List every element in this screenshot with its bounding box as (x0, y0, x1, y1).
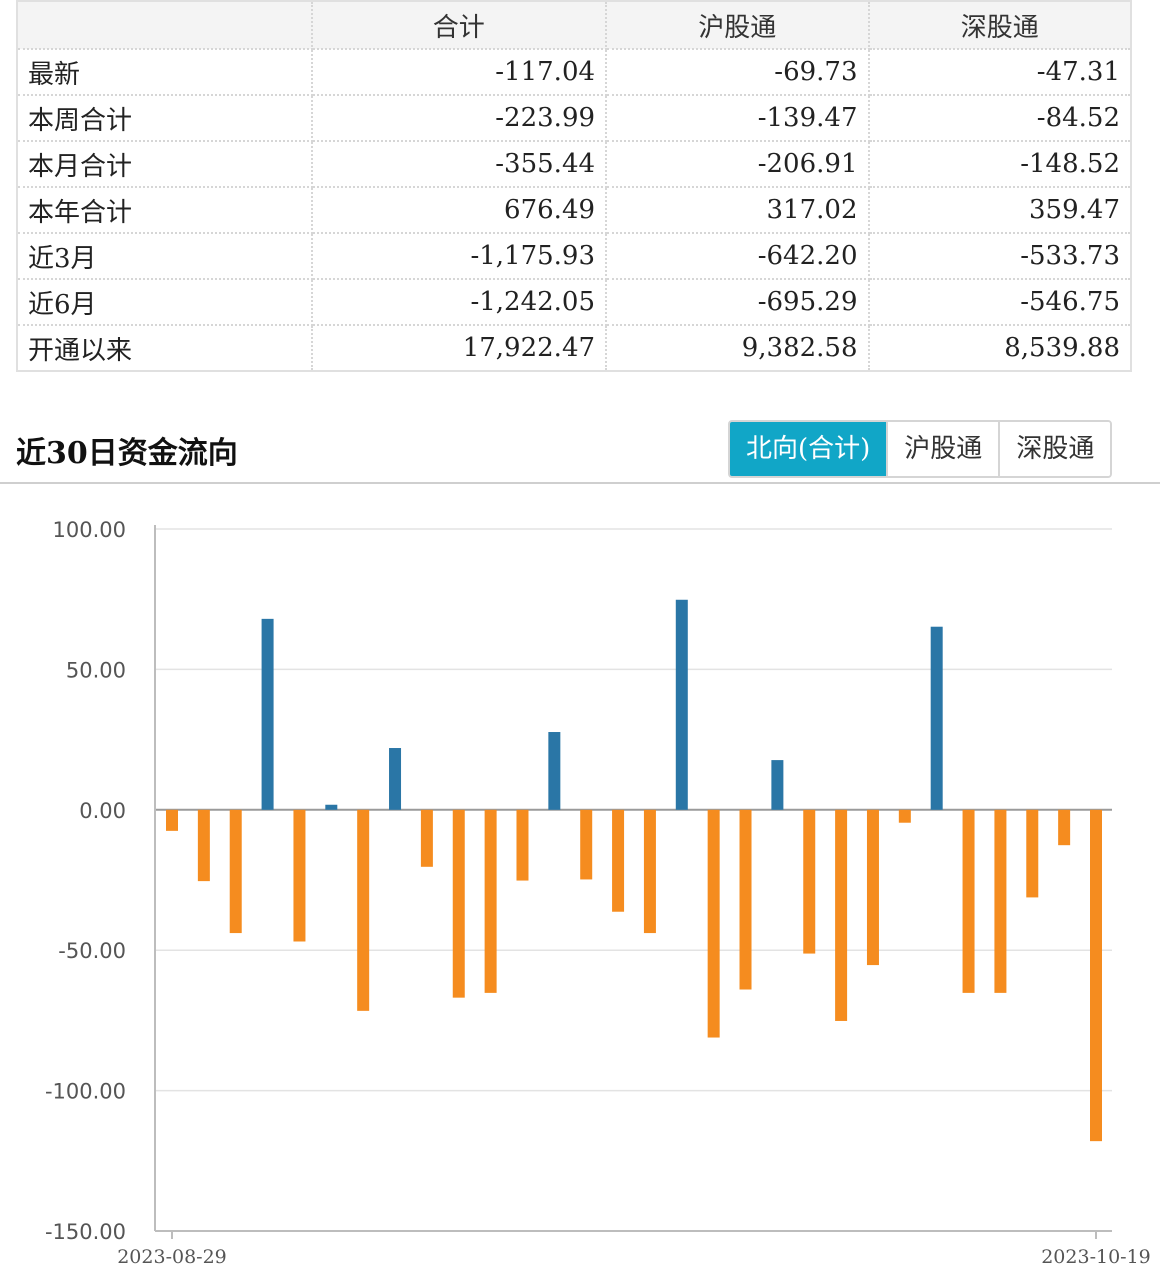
bar (580, 809, 593, 880)
row-label: 本周合计 (16, 94, 313, 142)
row-value: -206.91 (605, 140, 870, 188)
row-value: -695.29 (605, 278, 870, 326)
y-tick-label: 0.00 (79, 799, 126, 823)
section-divider (0, 482, 1160, 484)
row-value: -84.52 (867, 94, 1132, 142)
bar (548, 732, 561, 810)
tab-shanghai-connect[interactable]: 沪股通 (886, 422, 999, 476)
bar (962, 809, 975, 993)
row-value: -223.99 (310, 94, 608, 142)
bar (1090, 809, 1102, 1142)
bar (484, 809, 497, 993)
bar (898, 809, 911, 823)
tab-northbound-total[interactable]: 北向(合计) (730, 422, 887, 476)
x-tick-label: 2023-10-19 (1041, 1246, 1151, 1268)
table-row: 最新 -117.04 -69.73 -47.31 (16, 48, 1132, 96)
row-value: 317.02 (605, 186, 870, 234)
table-row: 本周合计 -223.99 -139.47 -84.52 (16, 94, 1132, 142)
row-label: 近3月 (16, 232, 313, 280)
bar (643, 809, 656, 934)
row-label: 本年合计 (16, 186, 313, 234)
bar (930, 626, 943, 810)
row-value: -139.47 (605, 94, 870, 142)
bar (197, 809, 210, 882)
row-value: -148.52 (867, 140, 1132, 188)
bar (452, 809, 465, 998)
table-header-row: 合计 沪股通 深股通 (16, 0, 1132, 50)
bar (771, 760, 784, 810)
row-value: 9,382.58 (605, 324, 870, 372)
y-tick-label: -100.00 (45, 1080, 126, 1104)
bar (389, 748, 402, 810)
table-row: 近3月 -1,175.93 -642.20 -533.73 (16, 232, 1132, 280)
bar (866, 809, 879, 966)
row-value: -642.20 (605, 232, 870, 280)
bar (675, 599, 688, 810)
bar (707, 809, 720, 1038)
y-tick-label: 50.00 (66, 658, 126, 682)
table-row: 开通以来 17,922.47 9,382.58 8,539.88 (16, 324, 1132, 372)
bar (229, 809, 242, 934)
table-row: 本年合计 676.49 317.02 359.47 (16, 186, 1132, 234)
bar (612, 809, 625, 912)
bar (1026, 809, 1039, 898)
bar (994, 809, 1007, 993)
bar (325, 804, 338, 810)
row-value: -117.04 (310, 48, 608, 96)
row-label: 近6月 (16, 278, 313, 326)
row-value: -1,175.93 (310, 232, 608, 280)
row-value: -1,242.05 (310, 278, 608, 326)
row-value: -47.31 (867, 48, 1132, 96)
y-tick-label: -50.00 (58, 939, 126, 963)
summary-table: 合计 沪股通 深股通 最新 -117.04 -69.73 -47.31 本周合计 -223… (16, 0, 1132, 372)
header-cell-total: 合计 (310, 0, 608, 50)
section-title: 近30日资金流向 (16, 436, 238, 471)
tab-shenzhen-connect[interactable]: 深股通 (998, 422, 1111, 476)
row-value: 17,922.47 (310, 324, 608, 372)
header-cell-shanghai: 沪股通 (605, 0, 870, 50)
fund-flow-chart: 100.0050.000.00-50.00-100.00-150.002023-… (45, 518, 1151, 1268)
bar (166, 809, 178, 831)
row-value: -355.44 (310, 140, 608, 188)
row-label: 本月合计 (16, 140, 313, 188)
row-value: -533.73 (867, 232, 1132, 280)
row-value: -546.75 (867, 278, 1132, 326)
bar (516, 809, 529, 881)
bar (293, 809, 306, 942)
row-value: 8,539.88 (867, 324, 1132, 372)
table-row: 近6月 -1,242.05 -695.29 -546.75 (16, 278, 1132, 326)
row-value: 359.47 (867, 186, 1132, 234)
bar (739, 809, 752, 990)
table-row: 本月合计 -355.44 -206.91 -148.52 (16, 140, 1132, 188)
bar (803, 809, 816, 954)
x-tick-label: 2023-08-29 (117, 1246, 227, 1268)
header-cell-blank (16, 0, 313, 50)
channel-tabs: 北向(合计) 沪股通 深股通 (728, 420, 1113, 478)
row-value: -69.73 (605, 48, 870, 96)
y-tick-label: 100.00 (53, 518, 126, 542)
row-label: 开通以来 (16, 324, 313, 372)
bar (420, 809, 433, 867)
y-tick-label: -150.00 (45, 1220, 126, 1244)
bar (835, 809, 848, 1021)
row-label: 最新 (16, 48, 313, 96)
bar (1058, 809, 1071, 846)
bar (261, 618, 274, 810)
row-value: 676.49 (310, 186, 608, 234)
bar (357, 809, 370, 1011)
header-cell-shenzhen: 深股通 (867, 0, 1132, 50)
